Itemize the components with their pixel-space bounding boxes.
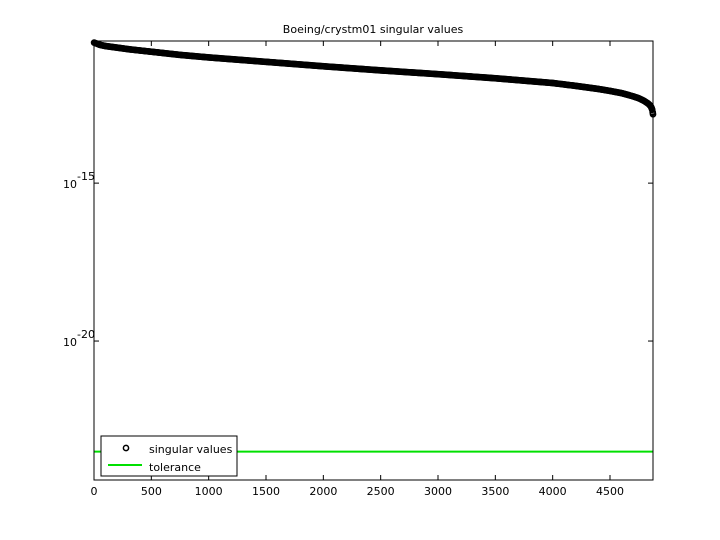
x-tick-label: 4000 — [539, 485, 567, 498]
axes-frame — [93, 40, 654, 481]
legend-marker-singular-values — [122, 444, 130, 452]
y-tick-label-exponent: -20 — [77, 328, 95, 341]
x-ticks: 0 500 1000 1500 2000 2500 3000 3500 4000 4500 — [91, 41, 624, 498]
x-tick-label: 2000 — [309, 485, 337, 498]
legend: singular values tolerance — [100, 435, 238, 477]
legend-label-tolerance: tolerance — [149, 461, 201, 474]
y-tick-label-base: 10 — [63, 178, 77, 191]
x-tick-label: 3000 — [424, 485, 452, 498]
chart-title: Boeing/crystm01 singular values — [283, 23, 464, 36]
points-layer — [90, 39, 657, 118]
y-tick-label-base: 10 — [63, 336, 77, 349]
x-tick-label: 3500 — [481, 485, 509, 498]
x-tick-label: 2500 — [367, 485, 395, 498]
y-tick-label-exponent: -15 — [77, 170, 95, 183]
x-tick-label: 0 — [91, 485, 98, 498]
legend-box — [100, 435, 238, 477]
x-tick-label: 1000 — [195, 485, 223, 498]
x-tick-label: 1500 — [252, 485, 280, 498]
axes-layer — [93, 40, 654, 481]
legend-label-singular-values: singular values — [149, 443, 233, 456]
x-tick-label: 4500 — [596, 485, 624, 498]
x-tick-label: 500 — [141, 485, 162, 498]
plot-area — [94, 41, 653, 480]
